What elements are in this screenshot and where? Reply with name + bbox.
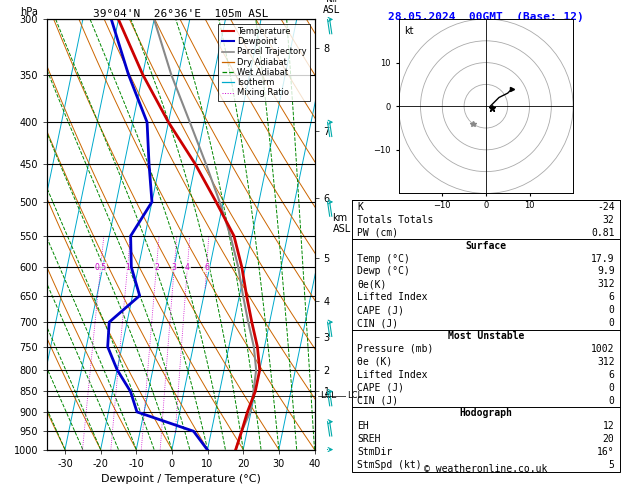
Text: 9.9: 9.9 — [597, 266, 615, 277]
Text: 3: 3 — [172, 262, 177, 272]
Text: StmSpd (kt): StmSpd (kt) — [357, 460, 422, 470]
Text: hPa: hPa — [20, 7, 38, 17]
Text: 1002: 1002 — [591, 344, 615, 354]
Text: -24: -24 — [597, 202, 615, 212]
Text: 6: 6 — [609, 292, 615, 302]
Text: 0: 0 — [609, 382, 615, 393]
Text: 312: 312 — [597, 357, 615, 367]
Text: Dewp (°C): Dewp (°C) — [357, 266, 410, 277]
Text: Lifted Index: Lifted Index — [357, 292, 428, 302]
Text: km
ASL: km ASL — [323, 0, 341, 15]
Text: CAPE (J): CAPE (J) — [357, 305, 404, 315]
Text: Surface: Surface — [465, 241, 506, 251]
Text: 5: 5 — [609, 460, 615, 470]
Text: 4: 4 — [185, 262, 190, 272]
Text: 312: 312 — [597, 279, 615, 289]
Text: 2: 2 — [154, 262, 159, 272]
Y-axis label: km
ASL: km ASL — [333, 213, 351, 234]
Text: kt: kt — [404, 26, 413, 36]
Text: 32: 32 — [603, 215, 615, 225]
Text: 28.05.2024  00GMT  (Base: 12): 28.05.2024 00GMT (Base: 12) — [388, 12, 584, 22]
Text: 16°: 16° — [597, 447, 615, 457]
Text: 0.81: 0.81 — [591, 228, 615, 238]
Text: 6: 6 — [204, 262, 209, 272]
Text: 0: 0 — [609, 305, 615, 315]
X-axis label: Dewpoint / Temperature (°C): Dewpoint / Temperature (°C) — [101, 474, 261, 484]
Text: Pressure (mb): Pressure (mb) — [357, 344, 433, 354]
Text: LCL: LCL — [320, 391, 336, 400]
Text: θe(K): θe(K) — [357, 279, 387, 289]
Text: Temp (°C): Temp (°C) — [357, 254, 410, 263]
Text: CIN (J): CIN (J) — [357, 318, 398, 328]
Bar — [352, 201, 620, 471]
Legend: Temperature, Dewpoint, Parcel Trajectory, Dry Adiabat, Wet Adiabat, Isotherm, Mi: Temperature, Dewpoint, Parcel Trajectory… — [218, 24, 310, 101]
Text: Totals Totals: Totals Totals — [357, 215, 433, 225]
Text: θe (K): θe (K) — [357, 357, 392, 367]
Text: Most Unstable: Most Unstable — [448, 331, 524, 341]
Text: 0: 0 — [609, 318, 615, 328]
Text: 6: 6 — [609, 370, 615, 380]
Text: 17.9: 17.9 — [591, 254, 615, 263]
Text: StmDir: StmDir — [357, 447, 392, 457]
Text: Lifted Index: Lifted Index — [357, 370, 428, 380]
Text: 12: 12 — [603, 421, 615, 432]
Text: 0: 0 — [609, 396, 615, 406]
Text: CAPE (J): CAPE (J) — [357, 382, 404, 393]
Text: SREH: SREH — [357, 434, 381, 444]
Text: LCL: LCL — [347, 391, 362, 400]
Text: Hodograph: Hodograph — [459, 408, 513, 418]
Text: 1: 1 — [125, 262, 130, 272]
Text: © weatheronline.co.uk: © weatheronline.co.uk — [424, 464, 548, 474]
Text: 20: 20 — [603, 434, 615, 444]
Text: EH: EH — [357, 421, 369, 432]
Text: CIN (J): CIN (J) — [357, 396, 398, 406]
Text: 0.5: 0.5 — [94, 262, 107, 272]
Text: PW (cm): PW (cm) — [357, 228, 398, 238]
Title: 39°04'N  26°36'E  105m ASL: 39°04'N 26°36'E 105m ASL — [93, 9, 269, 18]
Text: K: K — [357, 202, 363, 212]
